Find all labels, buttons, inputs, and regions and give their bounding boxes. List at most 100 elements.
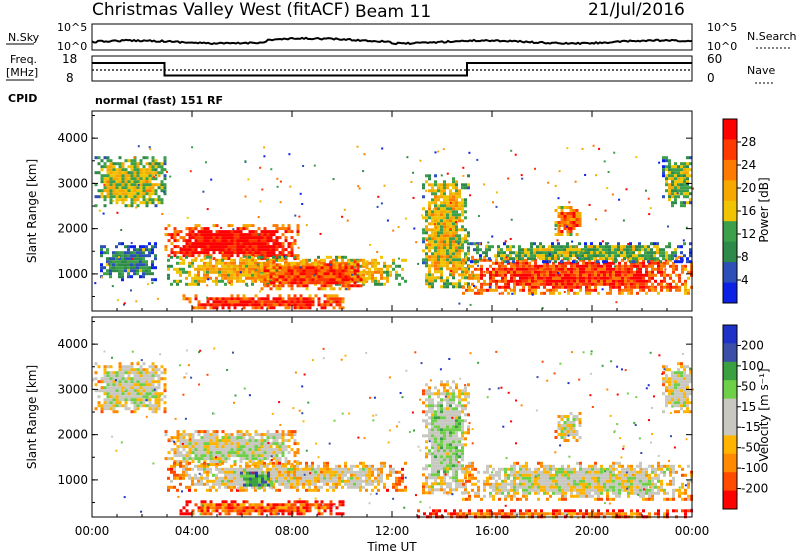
heatmap-region-9: [662, 362, 692, 414]
mode-text: normal (fast) 151 RF: [95, 94, 223, 107]
colorbar-swatch-5: [723, 221, 737, 243]
colorbar-swatch-3: [723, 180, 737, 202]
colorbar-swatch-2: [723, 361, 737, 381]
beam-title: Beam 11: [355, 2, 431, 22]
freq-right-tick-bottom: 0: [707, 71, 715, 85]
colorbar-swatch-0: [723, 325, 737, 344]
heatmap-region-5: [422, 380, 470, 495]
y-tick-label-1: 2000: [57, 428, 88, 442]
freq-right-tick-top: 60: [707, 52, 722, 66]
heatmap-region-8: [467, 242, 692, 264]
y-tick-label-0: 1000: [57, 267, 88, 281]
x-tick-label-2: 08:00: [275, 524, 310, 538]
heatmap-region-10: [662, 156, 692, 208]
y-tick-label-0: 1000: [57, 473, 88, 487]
velocity-y-axis: 1000 2000 3000 4000: [57, 321, 692, 504]
freq-label-line1: Freq.: [10, 53, 37, 66]
colorbar-swatch-8: [723, 472, 737, 492]
sky-right-label: N.Search: [747, 30, 797, 43]
power-y-label: Slant Range [km]: [25, 159, 39, 263]
colorbar-swatch-3: [723, 380, 737, 400]
colorbar-swatch-5: [723, 417, 737, 436]
colorbar-tick-label-4: 20: [741, 181, 756, 195]
sky-left-tick-bottom: 10^0: [57, 40, 87, 53]
x-tick-label-5: 20:00: [575, 524, 610, 538]
freq-left-tick-bottom: 8: [66, 71, 74, 85]
colorbar-tick-label-2: 50: [741, 379, 756, 393]
heatmap-region-4: [179, 500, 345, 516]
sky-panel-frame: [91, 23, 693, 51]
heatmap-region-1: [164, 430, 300, 467]
freq-panel-frame: [91, 55, 693, 82]
velocity-panel: 1000 2000 3000 4000 Slant Range [km] 200 100…: [25, 111, 771, 554]
x-tick-label-4: 16:00: [475, 524, 510, 538]
colorbar-tick-label-3: 15: [741, 400, 756, 414]
colorbar-swatch-4: [723, 398, 737, 418]
heatmap-speckles: [94, 144, 694, 312]
colorbar-swatch-6: [723, 241, 737, 263]
power-colorbar: 4 8 12 16 20 24 28: [722, 118, 756, 304]
y-tick-label-2: 3000: [57, 176, 88, 190]
colorbar-tick-label-6: -100: [741, 461, 768, 475]
colorbar-tick-label-1: 100: [741, 359, 764, 373]
velocity-colorbar: 200 100 50 15 -15 -50 -100 -200: [722, 324, 768, 510]
cpid-label: CPID: [8, 92, 37, 105]
sky-left-label: N.Sky: [8, 31, 40, 44]
power-colorbar-label: Power [dB]: [757, 177, 771, 242]
velocity-heatmap: [92, 347, 694, 519]
power-y-axis: 1000 2000 3000 4000: [57, 115, 692, 298]
colorbar-swatch-8: [723, 282, 737, 304]
freq-left-tick-top: 18: [62, 52, 77, 66]
colorbar-swatch-7: [723, 262, 737, 283]
heatmap-region-6: [462, 461, 693, 501]
heatmap-region-0: [94, 362, 167, 414]
time-x-axis: 00:00 04:00 08:00 12:00 16:00 20:00 00:00: [75, 111, 710, 538]
colorbar-tick-label-4: -15: [741, 420, 761, 434]
colorbar-swatch-6: [723, 435, 737, 455]
station-title: Christmas Valley West (fitACF): [92, 0, 350, 20]
colorbar-tick-label-0: 4: [741, 273, 749, 287]
nave-label: Nave: [747, 64, 775, 77]
x-tick-label-6: 00:00: [675, 524, 710, 538]
colorbar-tick-label-1: 8: [741, 250, 749, 264]
colorbar-frame: [722, 324, 738, 510]
sky-panel: N.Sky 10^5 10^0 10^5 10^0 N.Search: [6, 21, 797, 53]
colorbar-swatch-9: [723, 490, 737, 510]
heatmap-region-5: [182, 294, 345, 310]
heatmap-region-1: [100, 242, 157, 282]
colorbar-swatch-0: [723, 119, 737, 140]
time-x-label: Time UT: [366, 540, 417, 554]
colorbar-tick-label-5: -50: [741, 441, 761, 455]
x-tick-label-3: 12:00: [375, 524, 410, 538]
heatmap-speckles: [92, 347, 694, 519]
colorbar-tick-label-6: 28: [741, 135, 756, 149]
sky-left-tick-top: 10^5: [57, 21, 87, 34]
colorbar-tick-label-0: 200: [741, 338, 764, 352]
heatmap-region-2: [164, 224, 300, 261]
date-title: 21/Jul/2016: [588, 0, 685, 20]
freq-step-line: [92, 62, 692, 77]
y-tick-label-1: 2000: [57, 222, 88, 236]
sky-right-tick-bottom: 10^0: [707, 40, 737, 53]
y-tick-label-2: 3000: [57, 382, 88, 396]
colorbar-tick-label-3: 16: [741, 204, 756, 218]
colorbar-swatch-2: [723, 159, 737, 181]
y-tick-label-3: 4000: [57, 131, 88, 145]
x-tick-label-1: 04:00: [175, 524, 210, 538]
x-tick-label-0: 00:00: [75, 524, 110, 538]
freq-label-line2: [MHz]: [6, 66, 38, 79]
colorbar-tick-label-5: 24: [741, 158, 756, 172]
velocity-colorbar-label: Velocity [m s⁻¹]: [757, 368, 771, 461]
heatmap-region-6: [422, 174, 470, 289]
freq-panel: Freq. [MHz] 18 8 60 0 Nave CPID normal (…: [6, 52, 775, 107]
heatmap-region-8: [554, 412, 582, 442]
colorbar-tick-label-7: -200: [741, 482, 768, 496]
colorbar-swatch-1: [723, 139, 737, 161]
sky-count-line: [91, 36, 693, 46]
power-panel: 1000 2000 3000 4000 Slant Range [km] 4 8 12 16…: [25, 110, 771, 312]
y-tick-label-3: 4000: [57, 337, 88, 351]
colorbar-swatch-4: [723, 200, 737, 222]
heatmap-region-9: [554, 206, 582, 236]
velocity-y-label: Slant Range [km]: [25, 365, 39, 469]
